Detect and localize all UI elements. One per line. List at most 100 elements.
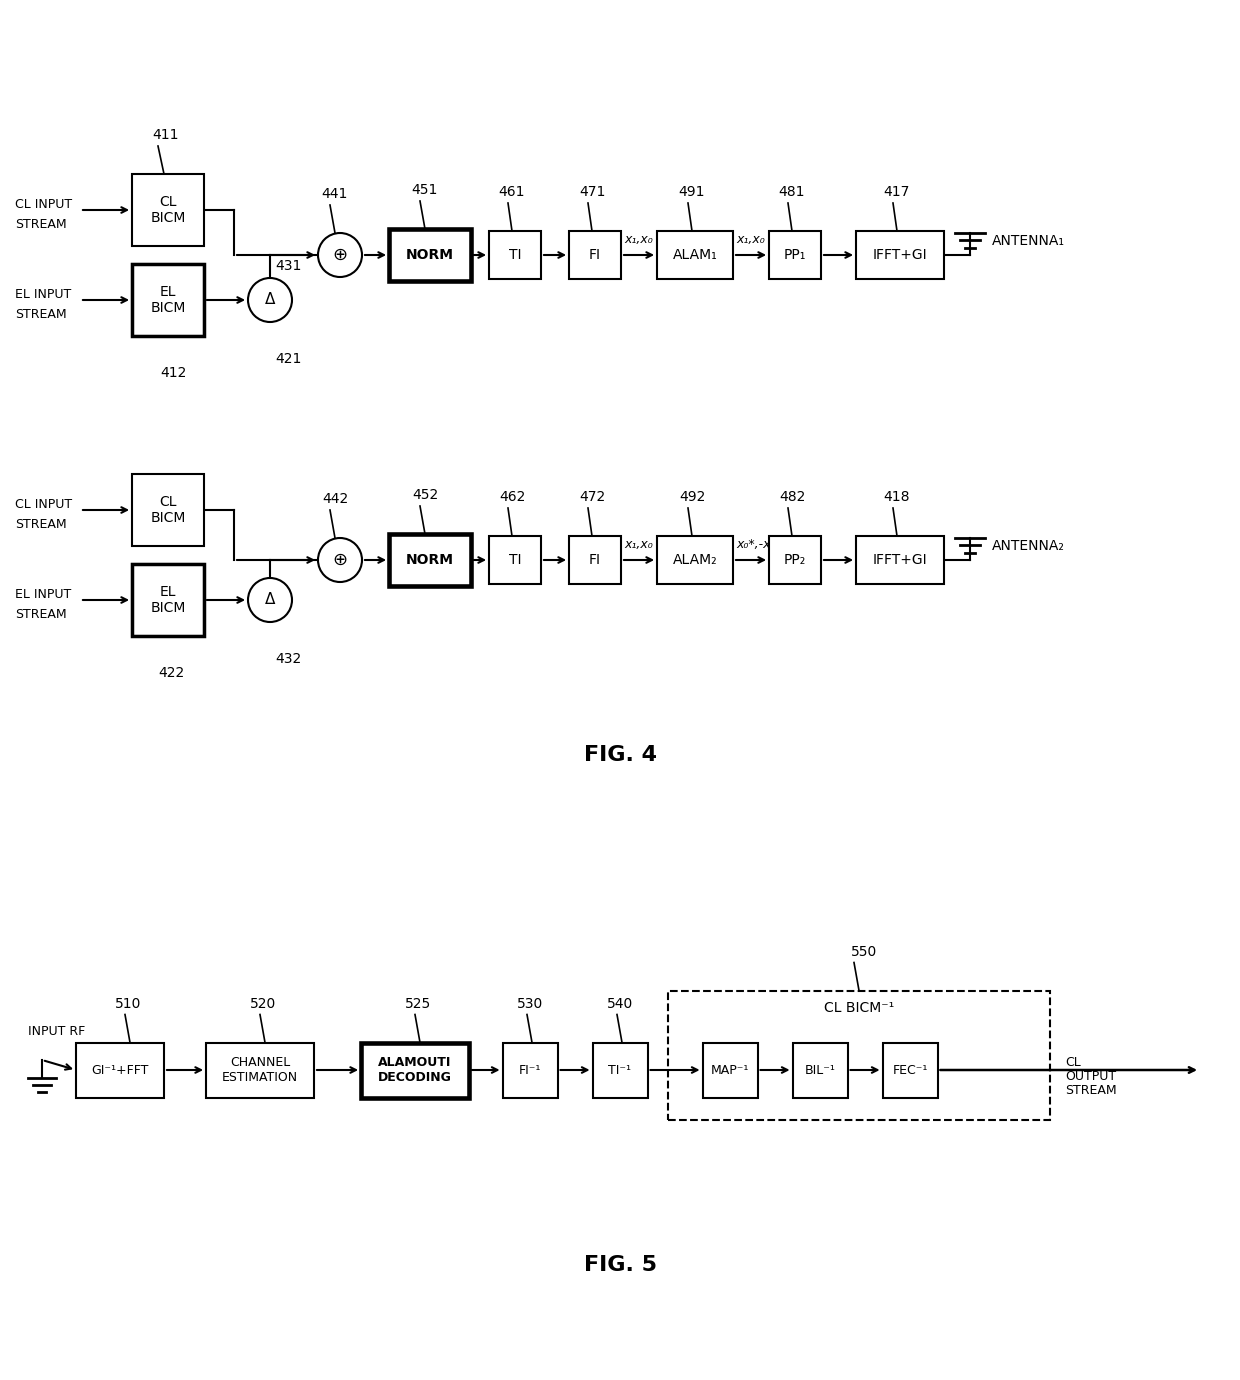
Text: STREAM: STREAM [1065,1083,1117,1097]
Text: 441: 441 [322,188,348,201]
Bar [131,564,205,636]
Text: STREAM: STREAM [15,218,67,232]
Bar [657,230,733,279]
Text: 462: 462 [498,490,526,504]
Text: STREAM: STREAM [15,309,67,322]
Text: BIL⁻¹: BIL⁻¹ [805,1064,836,1076]
Bar [569,535,621,584]
Text: FIG. 5: FIG. 5 [584,1254,656,1275]
Bar [131,473,205,546]
Text: ⊕: ⊕ [332,246,347,264]
Text: 510: 510 [115,996,141,1010]
Bar [792,1042,847,1097]
Text: STREAM: STREAM [15,609,67,621]
Bar [668,991,1050,1119]
Text: INPUT RF: INPUT RF [29,1025,86,1038]
Text: CL INPUT: CL INPUT [15,199,72,211]
Text: 442: 442 [322,493,348,506]
Text: ALAMOUTI
DECODING: ALAMOUTI DECODING [378,1056,451,1085]
Text: x₀*,-x₁*: x₀*,-x₁* [737,538,781,551]
Text: NORM: NORM [405,553,454,567]
Text: ANTENNA₂: ANTENNA₂ [992,540,1065,553]
Circle shape [317,233,362,277]
Text: ⊕: ⊕ [332,551,347,569]
Text: 411: 411 [153,128,180,142]
Text: IFFT+GI: IFFT+GI [873,248,928,262]
Bar [856,535,944,584]
Text: CL BICM⁻¹: CL BICM⁻¹ [823,1000,894,1014]
Text: STREAM: STREAM [15,519,67,531]
Bar [657,535,733,584]
Text: x₁,x₀: x₁,x₀ [737,233,765,246]
Text: 550: 550 [851,944,877,959]
Text: ALAM₂: ALAM₂ [672,553,717,567]
Text: FI: FI [589,248,601,262]
Text: 431: 431 [275,259,301,273]
Circle shape [248,578,291,622]
Bar [569,230,621,279]
Text: Δ: Δ [265,293,275,308]
Text: Δ: Δ [265,592,275,607]
Text: NORM: NORM [405,248,454,262]
Text: x₁,x₀: x₁,x₀ [624,233,652,246]
Text: ALAM₁: ALAM₁ [672,248,718,262]
Bar [389,534,471,586]
Text: 472: 472 [579,490,605,504]
Bar [489,230,541,279]
Text: CL: CL [1065,1056,1081,1068]
Text: 422: 422 [157,667,185,680]
Bar [76,1042,164,1097]
Text: TI⁻¹: TI⁻¹ [609,1064,631,1076]
Text: 417: 417 [884,185,910,199]
Text: EL
BICM: EL BICM [150,284,186,315]
Bar [389,229,471,282]
Text: CHANNEL
ESTIMATION: CHANNEL ESTIMATION [222,1056,298,1085]
Text: TI: TI [508,248,521,262]
Text: EL
BICM: EL BICM [150,585,186,615]
Text: CL
BICM: CL BICM [150,195,186,225]
Text: GI⁻¹+FFT: GI⁻¹+FFT [92,1064,149,1076]
Text: EL INPUT: EL INPUT [15,588,71,602]
Text: PP₁: PP₁ [784,248,806,262]
Bar [361,1042,469,1097]
Circle shape [317,538,362,582]
Text: 482: 482 [779,490,805,504]
Bar [883,1042,937,1097]
Bar [703,1042,758,1097]
Bar [593,1042,647,1097]
Text: FI: FI [589,553,601,567]
Text: 461: 461 [498,185,526,199]
Text: FEC⁻¹: FEC⁻¹ [893,1064,928,1076]
Text: EL INPUT: EL INPUT [15,288,71,301]
Text: 452: 452 [412,489,438,502]
Bar [131,264,205,335]
Bar [131,264,205,335]
Text: 491: 491 [678,185,706,199]
Text: 471: 471 [579,185,605,199]
Bar [206,1042,314,1097]
Text: x₁,x₀: x₁,x₀ [624,538,652,551]
Text: TI: TI [508,553,521,567]
Text: FIG. 4: FIG. 4 [584,745,656,765]
Text: 520: 520 [250,996,277,1010]
Text: FI⁻¹: FI⁻¹ [518,1064,541,1076]
Text: 421: 421 [275,352,301,366]
Text: 540: 540 [606,996,634,1010]
Text: 481: 481 [779,185,805,199]
Text: PP₂: PP₂ [784,553,806,567]
Text: 412: 412 [160,366,186,380]
Text: 432: 432 [275,651,301,667]
Text: CL INPUT: CL INPUT [15,498,72,512]
Bar [769,535,821,584]
Bar [856,230,944,279]
Text: IFFT+GI: IFFT+GI [873,553,928,567]
Bar [502,1042,558,1097]
Circle shape [248,277,291,322]
Text: 525: 525 [405,996,432,1010]
Text: 451: 451 [412,184,438,197]
Text: 530: 530 [517,996,543,1010]
Text: OUTPUT: OUTPUT [1065,1070,1116,1082]
Bar [131,564,205,636]
Text: MAP⁻¹: MAP⁻¹ [711,1064,749,1076]
Bar [769,230,821,279]
